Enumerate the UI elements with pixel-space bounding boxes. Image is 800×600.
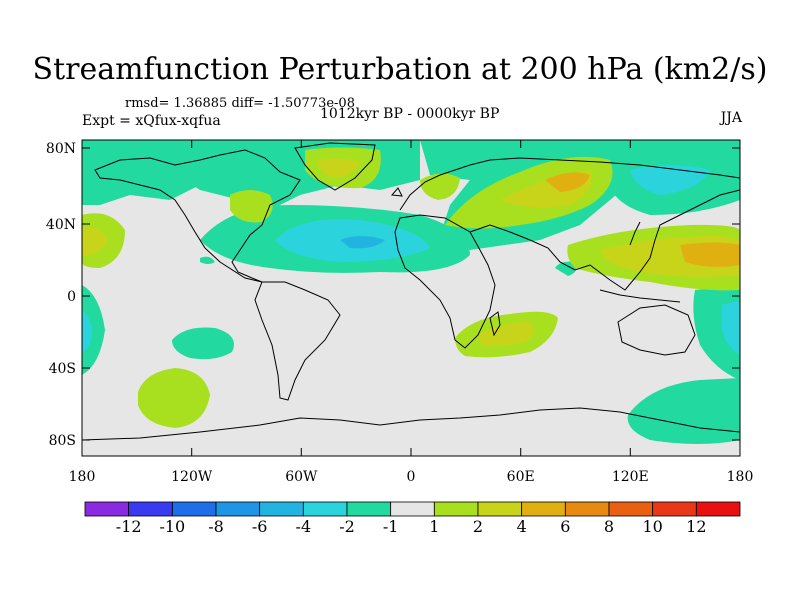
- lat-tick-label: 80S: [49, 433, 76, 449]
- contour-neg-antarctic: [627, 378, 740, 444]
- contour-neg-west-pacific-inner: [722, 300, 740, 355]
- colorbar-label: -8: [208, 517, 224, 536]
- contour-pos-europe-core: [545, 172, 590, 192]
- colorbar-label: 1: [429, 517, 439, 536]
- latitude-axis: 80N 40N 0 40S 80S: [46, 141, 740, 449]
- contour-neg-na-small: [200, 256, 215, 264]
- contour-pos-asia-core: [680, 242, 740, 267]
- period-label: 1012kyr BP - 0000kyr BP: [320, 106, 500, 122]
- colorbar-swatch: [346, 501, 392, 517]
- contour-fills: [82, 140, 740, 444]
- colorbar-label: -6: [252, 517, 268, 536]
- longitude-axis: 180 120W 60W 0 60E 120E 180: [69, 140, 754, 485]
- coast-europe-asia: [399, 157, 740, 211]
- coast-north-america: [94, 149, 301, 283]
- lat-tick-label: 40S: [49, 361, 76, 377]
- contour-pos-west-atlantic-inner: [82, 227, 108, 256]
- lon-tick-label: 180: [727, 469, 754, 485]
- colorbar-label: 6: [560, 517, 570, 536]
- season-label: JJA: [720, 110, 742, 126]
- colorbar-label: -12: [116, 517, 142, 536]
- coast-japan: [629, 221, 641, 246]
- contour-neg-south-atlantic: [172, 327, 234, 360]
- coast-south-america: [254, 281, 341, 401]
- coastlines: [82, 142, 740, 441]
- lat-tick-label: 80N: [46, 141, 76, 157]
- colorbar-swatch: [521, 501, 566, 517]
- colorbar-swatch: [215, 501, 261, 517]
- coast-asia-south: [469, 189, 740, 291]
- colorbar-swatch: [564, 501, 610, 517]
- lon-tick-label: 60W: [285, 469, 318, 485]
- contour-pos-greenland-inner: [318, 158, 360, 178]
- colorbar-label: -2: [339, 517, 355, 536]
- coast-indonesia: [599, 289, 681, 303]
- colorbar-swatch: [695, 501, 741, 517]
- lon-tick-label: 0: [407, 469, 416, 485]
- coast-antarctica: [82, 407, 740, 441]
- contour-pos-south-africa-inner: [478, 322, 534, 346]
- colorbar-swatch: [433, 501, 479, 517]
- lat-tick-label: 0: [67, 289, 76, 305]
- colorbar-swatch: [390, 501, 435, 517]
- stats-label: rmsd= 1.36885 diff= -1.50773e-08: [125, 96, 355, 111]
- coast-australia: [617, 304, 696, 356]
- experiment-label: Expt = xQfux-xqfua: [82, 113, 221, 129]
- map-title: Streamfunction Perturbation at 200 hPa (…: [32, 52, 768, 87]
- colorbar-label: -1: [383, 517, 399, 536]
- contour-neg-south-pacific-east: [82, 285, 105, 375]
- colorbar-label: 8: [604, 517, 614, 536]
- colorbar-swatch: [477, 501, 523, 517]
- coast-africa: [394, 214, 496, 349]
- lon-tick-label: 120W: [171, 469, 213, 485]
- lon-tick-label: 120E: [612, 469, 649, 485]
- colorbar-label: -4: [296, 517, 312, 536]
- colorbar-swatch: [608, 501, 654, 517]
- colorbar-swatch: [652, 501, 697, 517]
- coast-greenland: [294, 142, 376, 191]
- colorbar-swatch: [259, 501, 304, 517]
- colorbar: -12 -10 -8 -6 -4 -2 -1 1 2 4 6 8 10 12: [84, 501, 741, 536]
- colorbar-label: 2: [473, 517, 483, 536]
- colorbar-label: 10: [642, 517, 662, 536]
- contour-neg-atlantic-core: [340, 236, 385, 249]
- colorbar-label: 12: [686, 517, 706, 536]
- colorbar-swatch: [84, 501, 130, 517]
- lon-tick-label: 180: [69, 469, 96, 485]
- contour-neg-arctic-east-inner: [630, 165, 710, 195]
- lat-tick-label: 40N: [46, 217, 76, 233]
- colorbar-label: -10: [159, 517, 185, 536]
- coast-madagascar: [489, 311, 501, 337]
- lon-tick-label: 60E: [507, 469, 535, 485]
- contour-neg-south-pacific-east-inner: [82, 310, 92, 352]
- colorbar-swatch: [128, 501, 173, 517]
- contour-pos-na-east: [230, 190, 273, 223]
- colorbar-swatch: [302, 501, 348, 517]
- contour-neg-china: [555, 261, 577, 276]
- colorbar-label: 4: [517, 517, 527, 536]
- contour-pos-south-pacific: [138, 368, 210, 428]
- coast-uk: [390, 187, 403, 197]
- colorbar-swatch: [171, 501, 217, 517]
